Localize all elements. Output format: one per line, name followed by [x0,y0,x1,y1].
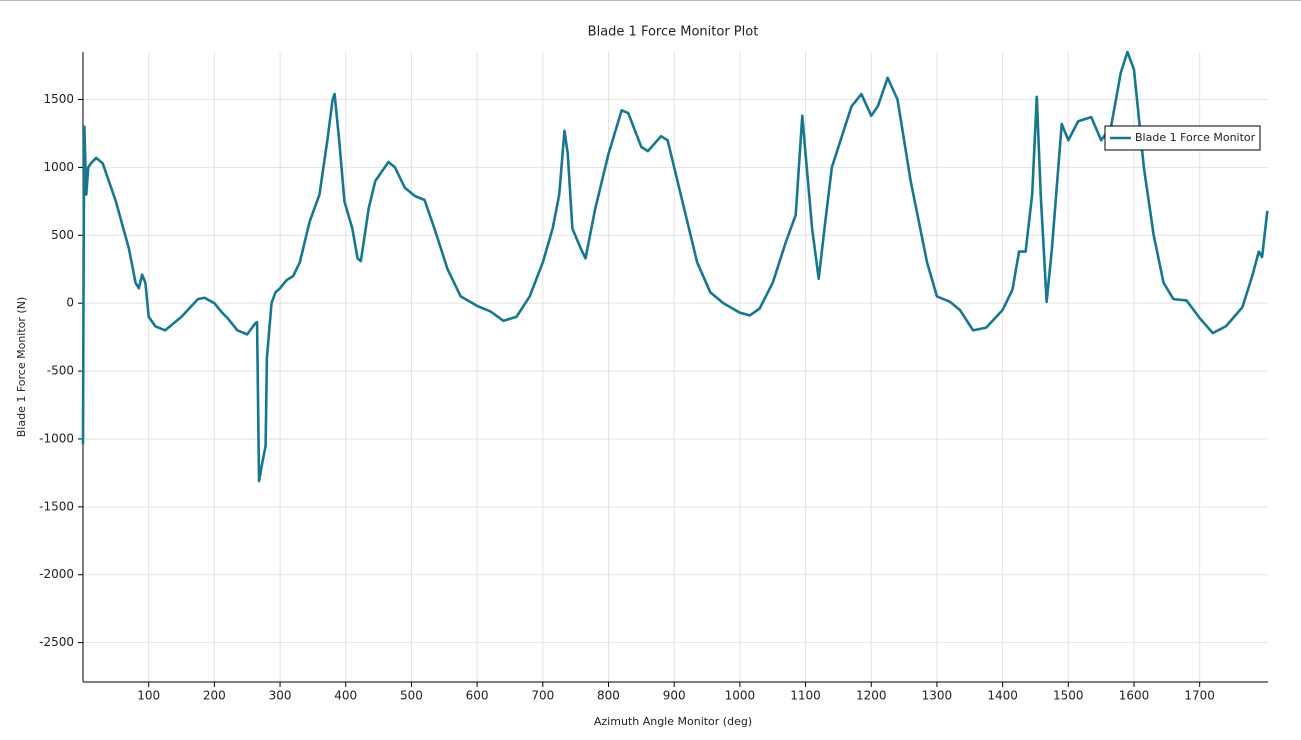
x-tick-label: 500 [400,689,423,703]
x-tick-label: 1600 [1119,689,1150,703]
x-tick-label: 900 [663,689,686,703]
y-tick-label: -1500 [39,499,74,513]
y-tick-label: -2500 [39,635,74,649]
legend-label: Blade 1 Force Monitor [1135,131,1256,144]
chart-title: Blade 1 Force Monitor Plot [588,25,759,40]
y-tick-label: 1500 [43,92,74,106]
x-tick-label: 200 [203,689,226,703]
x-tick-label: 600 [466,689,489,703]
y-tick-label: 500 [51,228,74,242]
x-tick-label: 1200 [856,689,887,703]
y-tick-label: 0 [66,296,74,310]
x-tick-label: 1100 [790,689,821,703]
x-tick-label: 1500 [1053,689,1084,703]
x-tick-label: 1700 [1184,689,1215,703]
x-tick-label: 800 [597,689,620,703]
y-tick-label: -1000 [39,431,74,445]
x-axis-label: Azimuth Angle Monitor (deg) [594,715,752,728]
x-tick-label: 1300 [922,689,953,703]
y-tick-label: 1000 [43,160,74,174]
x-tick-label: 300 [269,689,292,703]
x-tick-label: 1400 [987,689,1018,703]
x-tick-label: 400 [334,689,357,703]
y-tick-label: -500 [47,364,74,378]
x-tick-label: 100 [137,689,160,703]
series-line [81,50,1269,483]
x-tick-label: 1000 [725,689,756,703]
y-axis-label: Blade 1 Force Monitor (N) [15,297,28,437]
y-tick-label: -2000 [39,567,74,581]
x-tick-label: 700 [531,689,554,703]
